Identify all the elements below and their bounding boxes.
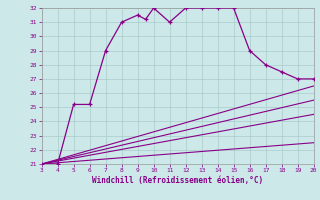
X-axis label: Windchill (Refroidissement éolien,°C): Windchill (Refroidissement éolien,°C) (92, 176, 263, 185)
